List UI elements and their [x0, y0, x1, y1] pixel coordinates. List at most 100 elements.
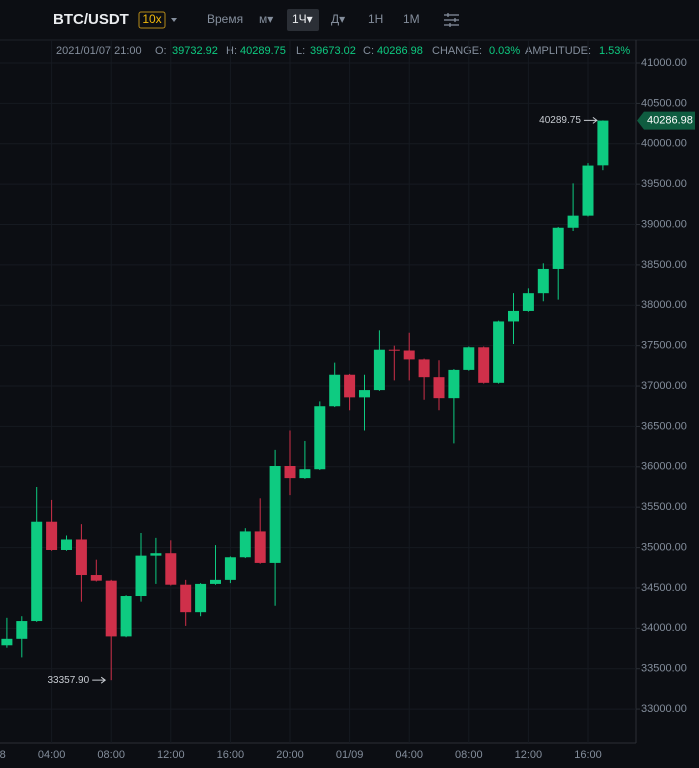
candle-body — [537, 268, 549, 294]
candle-body — [314, 406, 326, 470]
candle-body — [90, 575, 102, 581]
candle-body — [299, 469, 311, 479]
candle-body — [165, 553, 177, 585]
x-tick-label: 16:00 — [217, 749, 245, 761]
tab[interactable]: Время — [207, 12, 243, 26]
candle-body — [61, 539, 72, 550]
candle-body — [120, 596, 132, 637]
leverage-box[interactable] — [138, 11, 166, 29]
candle-body — [195, 583, 207, 613]
candle-body — [567, 215, 579, 228]
info-value: 0.03% — [489, 45, 520, 57]
candle-body — [254, 531, 266, 563]
tab[interactable]: 1М — [403, 12, 420, 26]
price-tag-label: 40286.98 — [647, 115, 693, 127]
info-label: O: — [155, 45, 167, 57]
candle-body — [388, 349, 400, 351]
candle-body — [180, 584, 192, 613]
y-tick-label: 39000.00 — [641, 218, 687, 230]
y-tick-label: 36500.00 — [641, 420, 687, 432]
tab[interactable]: м▾ — [259, 12, 273, 26]
candle-body — [433, 377, 445, 399]
info-datetime: 2021/01/07 21:00 — [56, 45, 142, 57]
info-value: 39673.02 — [310, 45, 356, 57]
candle-body — [210, 579, 221, 584]
x-tick-label: 16:00 — [574, 749, 602, 761]
info-value: 40289.75 — [240, 45, 286, 57]
x-tick-label: 04:00 — [38, 749, 66, 761]
price-tag — [637, 111, 695, 130]
extreme-arrow — [583, 116, 598, 124]
dropdown-caret[interactable] — [171, 18, 177, 22]
x-tick-label: 01/08 — [0, 749, 6, 761]
candle-body — [344, 374, 356, 398]
x-tick-label: 08:00 — [97, 749, 125, 761]
info-value: 40286.98 — [377, 45, 423, 57]
y-tick-label: 34500.00 — [641, 582, 687, 594]
x-tick-label: 04:00 — [395, 749, 423, 761]
info-label: C: — [363, 45, 374, 57]
candle-body — [478, 347, 490, 383]
candle-body — [597, 120, 609, 166]
candle-body — [135, 555, 147, 597]
candle-body — [269, 465, 281, 563]
y-tick-label: 33500.00 — [641, 663, 687, 675]
info-value: 39732.92 — [172, 45, 218, 57]
y-tick-label: 33000.00 — [641, 703, 687, 715]
candle-body — [105, 580, 117, 637]
x-tick-label: 12:00 — [515, 749, 543, 761]
settings-icon[interactable] — [444, 13, 459, 27]
extreme-label: 33357.90 — [47, 675, 89, 686]
candle-body — [16, 621, 28, 639]
candle-body — [552, 227, 564, 269]
candle-body — [493, 321, 505, 383]
candle-body — [284, 465, 296, 479]
y-tick-label: 37500.00 — [641, 340, 687, 352]
candle-body — [373, 349, 385, 391]
y-tick-label: 38000.00 — [641, 299, 687, 311]
tab[interactable]: Д▾ — [331, 12, 345, 26]
info-label: CHANGE: — [432, 45, 482, 57]
candle-body — [150, 553, 162, 556]
tab[interactable]: 1Н — [368, 12, 383, 26]
symbol[interactable]: BTC/USDT — [53, 11, 129, 28]
tab-active-bg[interactable] — [287, 9, 319, 31]
x-tick-label: 12:00 — [157, 749, 185, 761]
candle-body — [239, 531, 251, 558]
y-tick-label: 38500.00 — [641, 259, 687, 271]
info-label: AMPLITUDE: — [525, 45, 591, 57]
tab[interactable]: 1Ч▾ — [292, 12, 313, 26]
candle-body — [403, 350, 415, 360]
y-tick-label: 35500.00 — [641, 501, 687, 513]
candle-body — [329, 374, 341, 407]
y-tick-label: 34000.00 — [641, 622, 687, 634]
candle-body — [31, 521, 43, 622]
leverage[interactable]: 10x — [142, 12, 161, 26]
candle-body — [418, 359, 430, 378]
info-value: 1.53% — [599, 45, 630, 57]
info-label: L: — [296, 45, 305, 57]
info-line: O: 39732.92 H: 40289.75 L: 39673.02 C: 40286.98… — [155, 45, 630, 57]
candle-body — [522, 293, 534, 311]
candle-body — [508, 310, 519, 322]
candle-body — [359, 390, 370, 398]
candle-body — [582, 165, 594, 216]
candle-body — [46, 521, 58, 550]
y-tick-label: 40000.00 — [641, 138, 687, 150]
y-tick-label: 37000.00 — [641, 380, 687, 392]
x-tick-label: 08:00 — [455, 749, 483, 761]
y-tick-label: 40500.00 — [641, 97, 687, 109]
extreme-arrow — [92, 676, 107, 684]
candle-body — [463, 347, 475, 370]
y-tick-label: 35000.00 — [641, 541, 687, 553]
candle-body — [448, 369, 460, 399]
y-tick-label: 36000.00 — [641, 461, 687, 473]
plot: 33000.00 33500.00 34000.00 34500.00 35000.00… — [0, 40, 695, 761]
x-tick-label: 01/09 — [336, 749, 364, 761]
candle-body — [224, 557, 236, 580]
y-tick-label: 39500.00 — [641, 178, 687, 190]
extreme-label: 40289.75 — [539, 115, 581, 126]
candle-body — [75, 539, 87, 576]
info-label: H: — [226, 45, 237, 57]
